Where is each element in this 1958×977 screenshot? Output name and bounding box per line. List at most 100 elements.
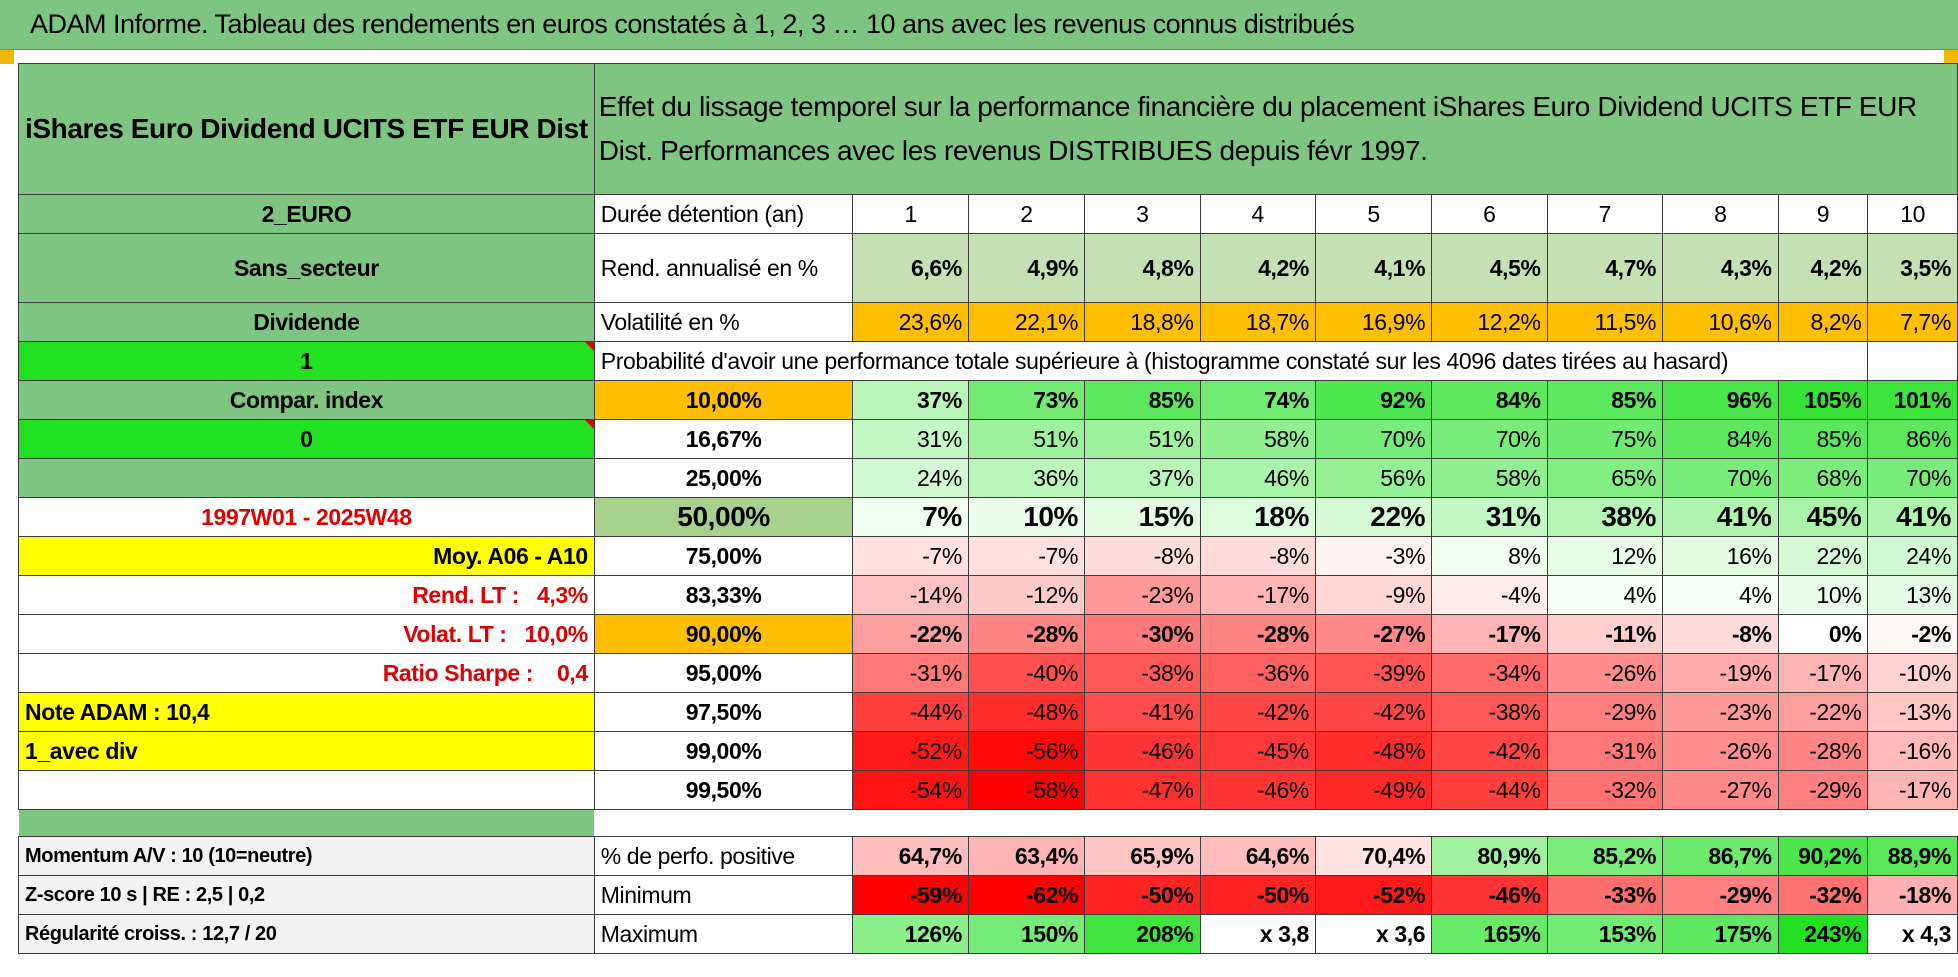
duree-cell: 3: [1084, 194, 1201, 234]
empty-cell: [1867, 341, 1958, 381]
positive-cell: 63,4%: [967, 836, 1086, 876]
probability-cell: -16%: [1867, 731, 1958, 771]
row-label-rend: Rend. annualisé en %: [593, 233, 854, 303]
prob-row: Rend. LT : 4,3% 83,33% -14% -12% -23% -17% -9…: [18, 575, 1958, 615]
probability-cell: -48%: [1314, 731, 1433, 771]
probability-cell: 12%: [1546, 536, 1664, 576]
probability-cell: 16%: [1662, 536, 1779, 576]
probability-cell: 70%: [1867, 458, 1958, 498]
prob-row: Note ADAM : 10,4 97,50% -44% -48% -41% -42% -…: [18, 692, 1958, 732]
volat-cell: 16,9%: [1314, 302, 1433, 342]
probability-cell: 36%: [967, 458, 1086, 498]
maximum-cell: 150%: [967, 914, 1086, 954]
minimum-cell: -29%: [1662, 875, 1779, 915]
positive-cell: 80,9%: [1431, 836, 1548, 876]
row-minimum: Z-score 10 s | RE : 2,5 | 0,2 Minimum -5…: [18, 875, 1958, 915]
probability-cell: -28%: [1777, 731, 1869, 771]
probability-cell: 13%: [1867, 575, 1958, 615]
positive-cell: 86,7%: [1662, 836, 1779, 876]
probability-cell: -44%: [1431, 770, 1548, 810]
probability-cell: 70%: [1662, 458, 1779, 498]
probability-cell: -49%: [1314, 770, 1433, 810]
rend-cell: 4,5%: [1431, 233, 1548, 303]
rend-cell: 3,5%: [1867, 233, 1958, 303]
probability-cell: 31%: [1431, 497, 1548, 537]
probability-cell: -39%: [1314, 653, 1433, 693]
row-duree: 2_EURO Durée détention (an) 1 2 3 4 5 6 7 8 9 10: [18, 194, 1958, 234]
compar-index-label: Compar. index: [18, 380, 595, 420]
sharpe-value: 0,4: [556, 659, 588, 686]
probability-cell: 0%: [1777, 614, 1869, 654]
probability-cell: -22%: [1777, 692, 1869, 732]
probability-cell: 58%: [1199, 419, 1316, 459]
row-rend: Sans_secteur Rend. annualisé en % 6,6% 4,…: [18, 233, 1958, 303]
prob-row: 0 16,67% 31% 51% 51% 58% 70% 70% 75% 84% 85% 86%: [18, 419, 1958, 459]
probability-cell: -58%: [967, 770, 1086, 810]
probability-cell: -42%: [1314, 692, 1433, 732]
maximum-cell: x 4,3: [1867, 914, 1958, 954]
probability-cell: -41%: [1084, 692, 1201, 732]
rend-lt: Rend. LT : 4,3%: [18, 575, 595, 615]
probability-cell: -28%: [967, 614, 1086, 654]
positive-cell: 70,4%: [1314, 836, 1433, 876]
probability-cell: 4%: [1662, 575, 1779, 615]
volat-cell: 10,6%: [1662, 302, 1779, 342]
probability-cell: 84%: [1431, 380, 1548, 420]
maximum-cell: x 3,6: [1314, 914, 1433, 954]
empty-cell: [1778, 341, 1869, 381]
prob-row: Volat. LT : 10,0% 90,00% -22% -28% -30% -28%…: [18, 614, 1958, 654]
prob-row: Moy. A06 - A10 75,00% -7% -7% -8% -8% -3% 8% 12…: [18, 536, 1958, 576]
probability-cell: 41%: [1662, 497, 1779, 537]
probability-cell: -45%: [1199, 731, 1316, 771]
probability-level: 90,00%: [593, 614, 854, 654]
probability-cell: 51%: [967, 419, 1086, 459]
probability-cell: -17%: [1867, 770, 1958, 810]
volat-lt: Volat. LT : 10,0%: [18, 614, 595, 654]
maximum-cell: 165%: [1431, 914, 1548, 954]
row-label-minimum: Minimum: [593, 875, 854, 915]
probability-cell: -10%: [1867, 653, 1958, 693]
probability-cell: 31%: [852, 419, 969, 459]
probability-cell: 46%: [1199, 458, 1316, 498]
category-label: Dividende: [18, 302, 595, 342]
row-label-volat: Volatilité en %: [593, 302, 854, 342]
probability-level: 83,33%: [593, 575, 854, 615]
probability-cell: 51%: [1084, 419, 1201, 459]
minimum-cell: -46%: [1431, 875, 1548, 915]
probability-label: Probabilité d'avoir une performance tota…: [593, 341, 1779, 381]
probability-cell: 75%: [1546, 419, 1664, 459]
report-title: ADAM Informe. Tableau des rendements en …: [30, 9, 1355, 39]
rend-cell: 4,3%: [1662, 233, 1779, 303]
minimum-cell: -50%: [1084, 875, 1201, 915]
volat-cell: 7,7%: [1867, 302, 1958, 342]
maximum-cell: 243%: [1777, 914, 1869, 954]
flag-0: 0: [18, 419, 595, 459]
probability-cell: -8%: [1662, 614, 1779, 654]
probability-cell: 10%: [967, 497, 1086, 537]
prob-row: Ratio Sharpe : 0,4 95,00% -31% -40% -38% -36…: [18, 653, 1958, 693]
probability-level: 97,50%: [593, 692, 854, 732]
probability-cell: 24%: [852, 458, 969, 498]
probability-cell: -7%: [852, 536, 969, 576]
prob-row: Compar. index 10,00% 37% 73% 85% 74% 92% 84% 85…: [18, 380, 1958, 420]
duree-cell: 10: [1867, 194, 1958, 234]
rend-cell: 4,2%: [1199, 233, 1316, 303]
row-label-duree: Durée détention (an): [593, 194, 854, 234]
zscore-label: Z-score 10 s | RE : 2,5 | 0,2: [18, 875, 595, 915]
probability-cell: -44%: [852, 692, 969, 732]
prob-row: 25,00% 24% 36% 37% 46% 56% 58% 65% 70% 68% 70%: [18, 458, 1958, 498]
probability-level: 99,50%: [593, 770, 854, 810]
volat-cell: 18,7%: [1199, 302, 1316, 342]
probability-cell: 85%: [1546, 380, 1664, 420]
duree-cell: 5: [1314, 194, 1433, 234]
probability-cell: -28%: [1199, 614, 1316, 654]
fund-name: iShares Euro Dividend UCITS ETF EUR Dist: [18, 63, 595, 195]
positive-cell: 64,6%: [1199, 836, 1316, 876]
probability-cell: -48%: [967, 692, 1086, 732]
volat-cell: 18,8%: [1084, 302, 1201, 342]
currency-label: 2_EURO: [18, 194, 595, 234]
maximum-cell: 126%: [852, 914, 969, 954]
volat-cell: 12,2%: [1431, 302, 1548, 342]
probability-cell: -14%: [852, 575, 969, 615]
probability-cell: 92%: [1314, 380, 1433, 420]
